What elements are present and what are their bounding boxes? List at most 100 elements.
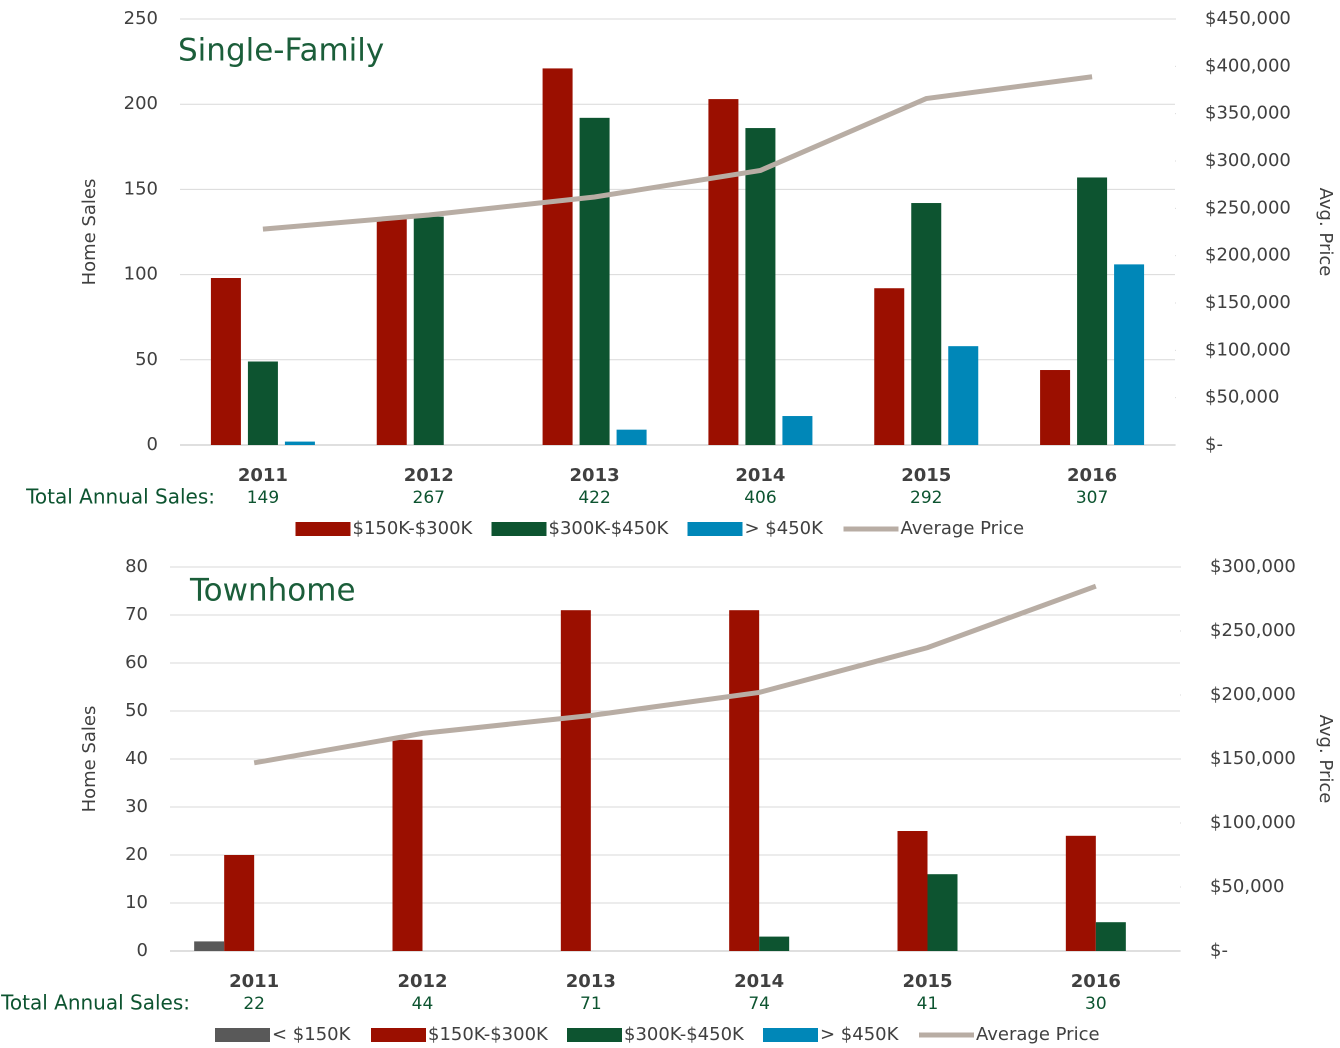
y-tick-label: 250 — [124, 8, 158, 29]
y2-tick-label: $150,000 — [1205, 292, 1291, 313]
bar — [560, 610, 591, 951]
legend-label: > $450K — [820, 1024, 900, 1045]
y-tick-label: 10 — [125, 892, 148, 913]
x-tick-label: 2014 — [735, 465, 785, 486]
y2-tick-label: $450,000 — [1205, 8, 1291, 29]
y2-tick-label: $200,000 — [1205, 245, 1291, 266]
total-label: 307 — [1076, 488, 1108, 508]
x-tick-label: 2016 — [1071, 971, 1121, 992]
y-tick-label: 60 — [125, 652, 148, 673]
chart-title: Single-Family — [178, 33, 384, 69]
total-label: 71 — [580, 994, 602, 1014]
x-tick-label: 2014 — [734, 971, 784, 992]
y2-tick-label: $250,000 — [1205, 197, 1291, 218]
legend-label: Average Price — [901, 518, 1025, 539]
y2-tick-label: $300,000 — [1210, 556, 1296, 577]
x-tick-label: 2011 — [229, 971, 279, 992]
y2-tick-label: $150,000 — [1210, 748, 1296, 769]
bar — [210, 278, 241, 445]
bar — [1095, 922, 1126, 951]
total-label: 41 — [917, 994, 939, 1014]
legend-swatch — [491, 522, 547, 536]
totals-title: Total Annual Sales: — [25, 485, 215, 509]
y2-tick-label: $100,000 — [1210, 812, 1296, 833]
y2-tick-label: $250,000 — [1210, 620, 1296, 641]
y-tick-label: 150 — [124, 178, 158, 199]
bar — [579, 117, 610, 445]
y-tick-label: 40 — [125, 748, 148, 769]
y2-tick-label: $400,000 — [1205, 55, 1291, 76]
bar — [247, 361, 278, 445]
y-tick-label: 20 — [125, 844, 148, 865]
total-label: 30 — [1085, 994, 1107, 1014]
y-tick-label: 80 — [125, 556, 148, 577]
bar — [1114, 264, 1145, 445]
y-tick-label: 100 — [124, 264, 158, 285]
legend-swatch — [567, 1028, 622, 1042]
legend-label: < $150K — [272, 1024, 352, 1045]
legend-label: $150K-$300K — [353, 518, 474, 539]
bar — [729, 610, 760, 951]
bar — [911, 203, 942, 445]
y-axis-label: Home Sales — [79, 706, 100, 813]
bar — [927, 874, 958, 951]
x-tick-label: 2013 — [566, 971, 616, 992]
legend-swatch — [763, 1028, 818, 1042]
y-tick-label: 50 — [125, 700, 148, 721]
bar — [948, 346, 979, 445]
y2-axis-label: Avg. Price — [1315, 188, 1336, 277]
total-label: 422 — [578, 488, 610, 508]
bar — [224, 855, 255, 951]
y-tick-label: 0 — [147, 434, 158, 455]
line — [262, 74, 1093, 232]
x-tick-label: 2011 — [238, 465, 288, 486]
bar — [759, 936, 790, 951]
x-tick-label: 2012 — [404, 465, 454, 486]
x-tick-label: 2015 — [901, 465, 951, 486]
y-tick-label: 30 — [125, 796, 148, 817]
x-tick-label: 2016 — [1067, 465, 1117, 486]
x-tick-label: 2012 — [397, 971, 447, 992]
x-tick-label: 2013 — [570, 465, 620, 486]
total-label: 267 — [413, 488, 445, 508]
x-tick-label: 2015 — [902, 971, 952, 992]
legend-swatch — [371, 1028, 426, 1042]
legend-label: Average Price — [976, 1024, 1100, 1045]
legend-label: > $450K — [745, 518, 825, 539]
bar — [616, 429, 647, 445]
y2-tick-label: $50,000 — [1205, 387, 1279, 408]
total-label: 292 — [910, 488, 942, 508]
y2-tick-label: $100,000 — [1205, 339, 1291, 360]
bar — [194, 941, 225, 951]
y2-tick-label: $- — [1210, 940, 1228, 961]
bar — [1077, 177, 1108, 446]
y2-tick-label: $300,000 — [1205, 150, 1291, 171]
y-tick-label: 50 — [135, 349, 158, 370]
totals-title: Total Annual Sales: — [0, 991, 190, 1015]
bar — [1040, 370, 1071, 445]
y-tick-label: 200 — [124, 93, 158, 114]
bar — [874, 288, 905, 445]
total-label: 44 — [412, 994, 434, 1014]
chart-title: Townhome — [189, 573, 356, 609]
bar — [376, 218, 407, 445]
bar — [392, 739, 423, 951]
total-label: 149 — [247, 488, 279, 508]
legend-swatch — [215, 1028, 270, 1042]
bar — [284, 441, 315, 445]
bar — [782, 416, 813, 445]
legend-label: $150K-$300K — [428, 1024, 549, 1045]
y-axis-label: Home Sales — [79, 179, 100, 286]
bar — [413, 216, 444, 445]
legend-swatch — [295, 522, 351, 536]
y2-tick-label: $50,000 — [1210, 876, 1284, 897]
bar — [708, 99, 739, 445]
legend-swatch — [687, 522, 743, 536]
y2-tick-label: $200,000 — [1210, 684, 1296, 705]
legend-label: $300K-$450K — [624, 1024, 745, 1045]
bar — [542, 68, 573, 445]
y2-tick-label: $- — [1205, 434, 1223, 455]
bar — [745, 128, 776, 445]
y-tick-label: 0 — [137, 940, 148, 961]
